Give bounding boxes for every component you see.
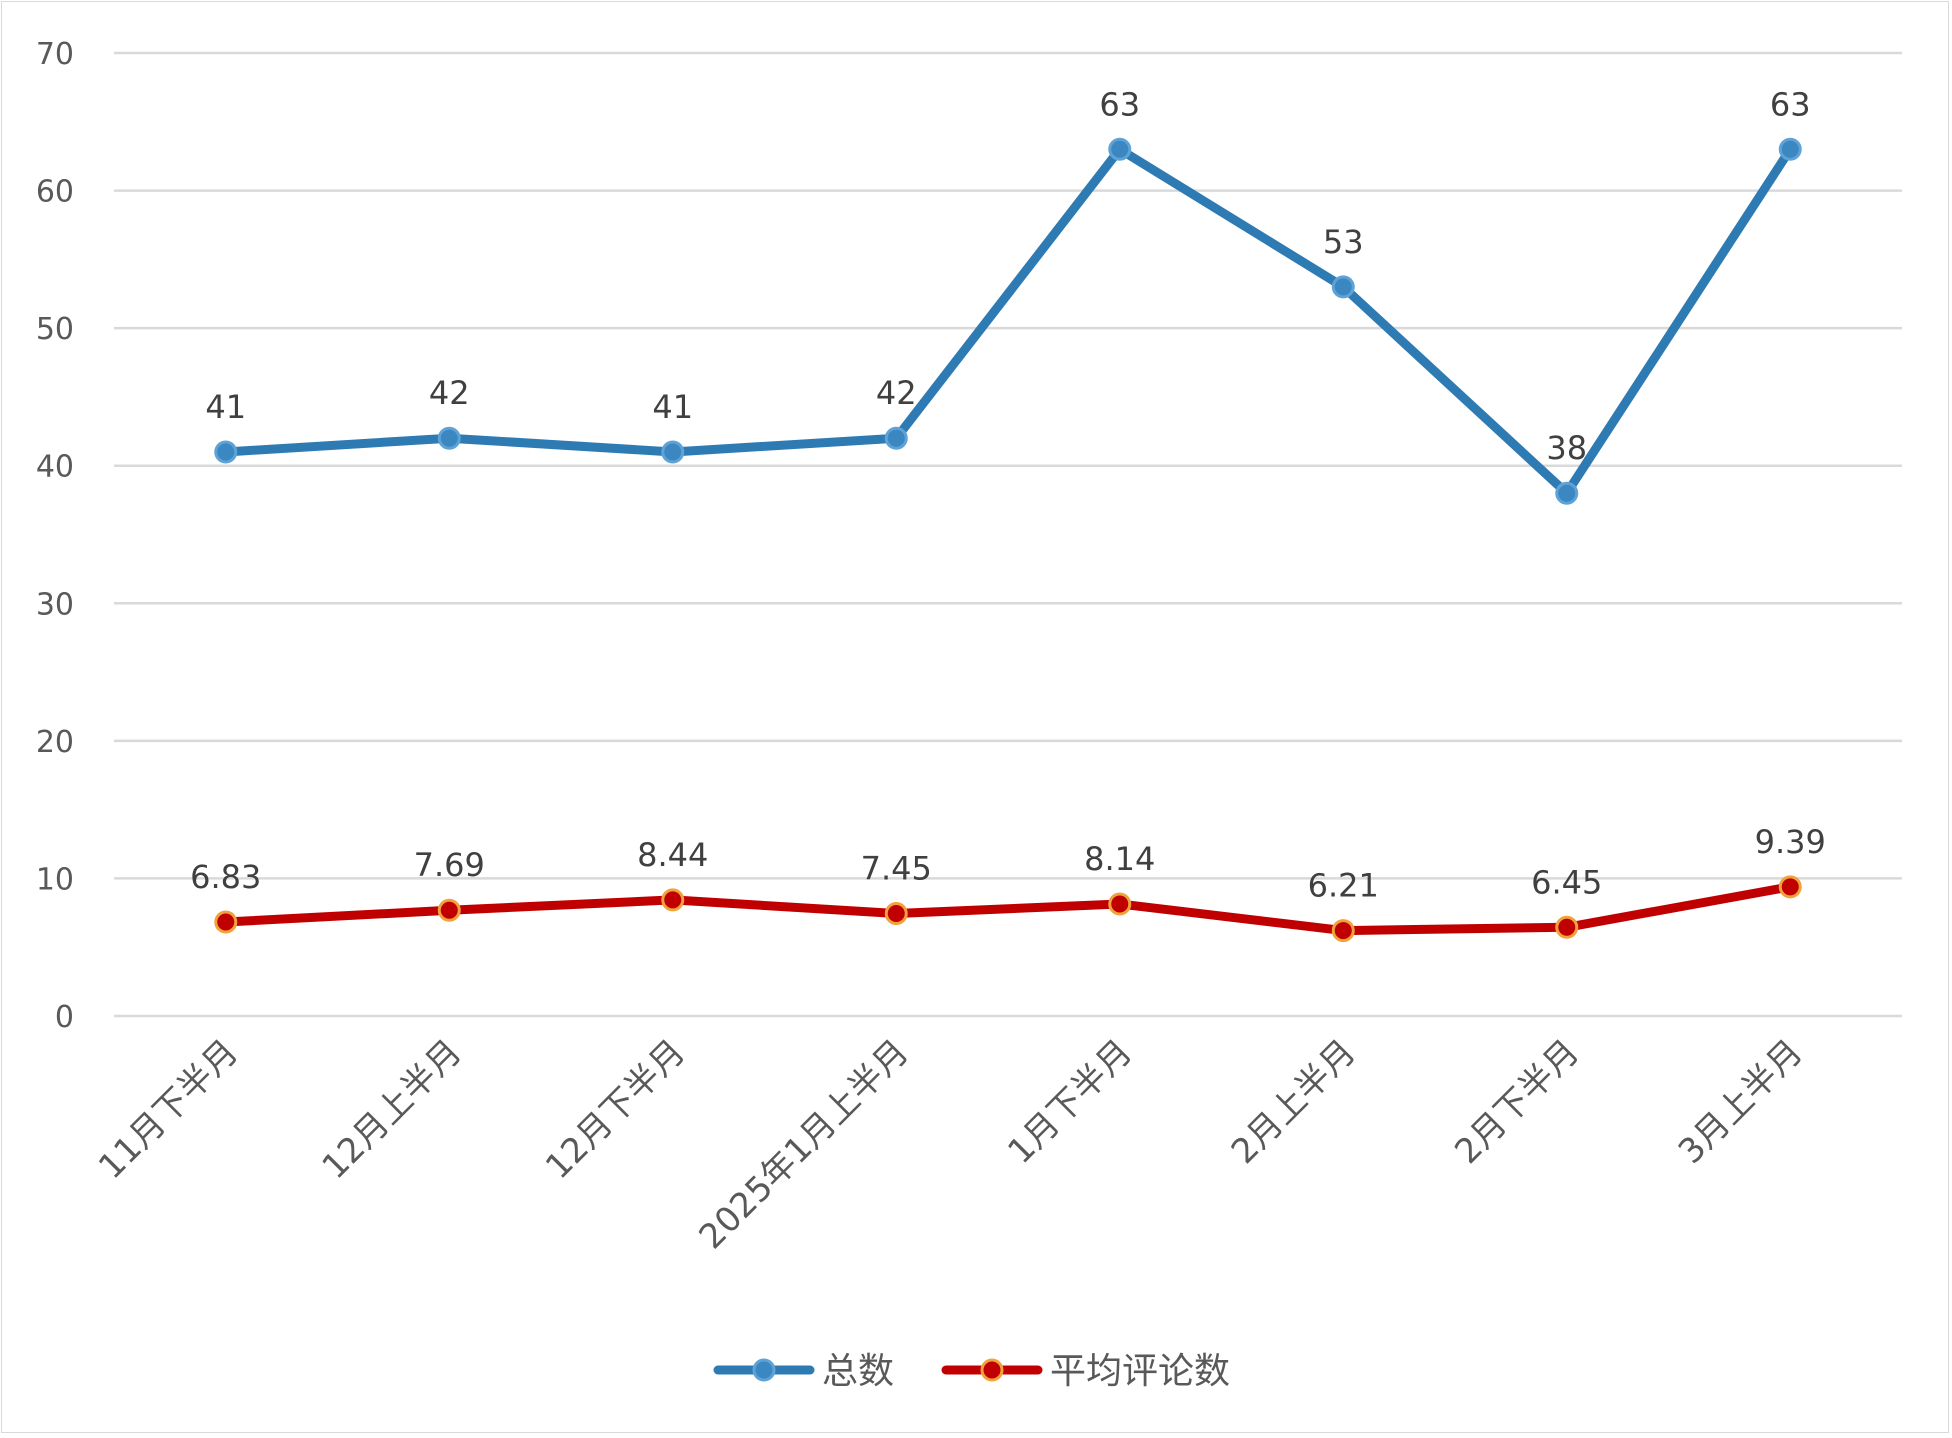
data-label: 8.44 [637, 836, 708, 874]
legend-item-2: 平均评论数 [941, 1351, 1230, 1392]
legend: 总数 平均评论数 [713, 1351, 1230, 1392]
data-point [1555, 915, 1579, 939]
y-axis: 0 10 20 30 40 50 60 70 [36, 37, 74, 1035]
legend-marker [752, 1358, 776, 1382]
y-tick-label: 60 [36, 175, 74, 210]
data-label: 42 [876, 374, 917, 412]
series-line-2 [221, 882, 1795, 936]
data-label: 38 [1546, 429, 1587, 467]
data-point [437, 426, 461, 450]
data-point [884, 902, 908, 926]
y-tick-label: 0 [55, 1000, 74, 1035]
y-tick-label: 40 [36, 450, 74, 485]
data-labels: 41 42 41 42 63 53 38 63 6.83 7.69 8.44 7.45 8.14 6.21… [190, 85, 1826, 904]
data-label: 6.83 [190, 858, 261, 896]
data-point [1108, 892, 1132, 916]
data-point [1331, 919, 1355, 943]
y-tick-label: 50 [36, 312, 74, 347]
data-point [1108, 137, 1132, 161]
data-point [1331, 275, 1355, 299]
series-line-1 [221, 144, 1795, 498]
data-label: 7.45 [861, 850, 932, 888]
legend-label: 平均评论数 [1050, 1351, 1230, 1392]
series-layer [214, 137, 1802, 943]
legend-marker [980, 1358, 1004, 1382]
data-label: 6.21 [1308, 867, 1379, 905]
data-label: 53 [1323, 223, 1364, 261]
x-tick-label: 3月上半月 [1671, 1032, 1811, 1172]
data-label: 41 [205, 388, 246, 426]
x-tick-label: 2月上半月 [1224, 1032, 1364, 1172]
legend-label: 总数 [822, 1351, 894, 1392]
data-label: 8.14 [1084, 840, 1155, 878]
y-tick-label: 30 [36, 587, 74, 622]
data-point [661, 440, 685, 464]
x-tick-label: 12月上半月 [315, 1032, 470, 1187]
data-label: 6.45 [1531, 863, 1602, 901]
y-tick-label: 70 [36, 37, 74, 72]
x-tick-label: 11月下半月 [91, 1032, 246, 1187]
data-label: 42 [429, 374, 470, 412]
data-point [214, 910, 238, 934]
data-label: 7.69 [414, 846, 485, 884]
y-tick-label: 10 [36, 862, 74, 897]
y-tick-label: 20 [36, 725, 74, 760]
data-label: 41 [652, 388, 693, 426]
data-label: 9.39 [1755, 823, 1826, 861]
data-point [437, 898, 461, 922]
data-point [884, 426, 908, 450]
data-label: 63 [1770, 85, 1811, 123]
data-point [1555, 481, 1579, 505]
data-point [1778, 875, 1802, 899]
data-point [214, 440, 238, 464]
gridlines [114, 51, 1902, 1018]
data-point [1778, 137, 1802, 161]
x-tick-label: 2025年1月上半月 [692, 1032, 917, 1257]
x-tick-label: 2月下半月 [1447, 1032, 1587, 1172]
legend-item-1: 总数 [713, 1351, 894, 1392]
x-tick-label: 12月下半月 [538, 1032, 693, 1187]
data-label: 63 [1099, 85, 1140, 123]
data-point [661, 888, 685, 912]
x-tick-label: 1月下半月 [1000, 1032, 1140, 1172]
